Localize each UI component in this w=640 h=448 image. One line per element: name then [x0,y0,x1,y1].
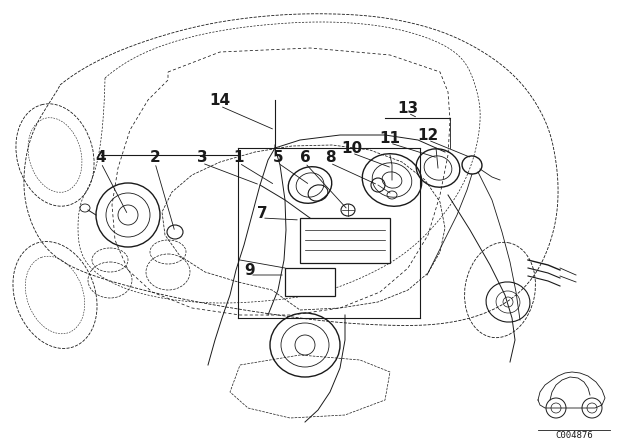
Text: 3: 3 [196,150,207,164]
Text: 4: 4 [96,150,106,164]
Text: 13: 13 [397,100,419,116]
Text: 11: 11 [380,130,401,146]
Text: 10: 10 [341,141,363,155]
Text: 14: 14 [209,92,230,108]
Text: 9: 9 [244,263,255,277]
Text: 7: 7 [257,206,268,220]
Text: 5: 5 [273,150,284,164]
Text: 12: 12 [417,128,438,142]
Text: 6: 6 [300,150,310,164]
Text: 8: 8 [324,150,335,164]
Bar [285,268,335,296]
Text: C004876: C004876 [555,431,593,439]
Text: 1: 1 [234,150,244,164]
Text: 2: 2 [150,150,161,164]
Bar [300,218,390,263]
